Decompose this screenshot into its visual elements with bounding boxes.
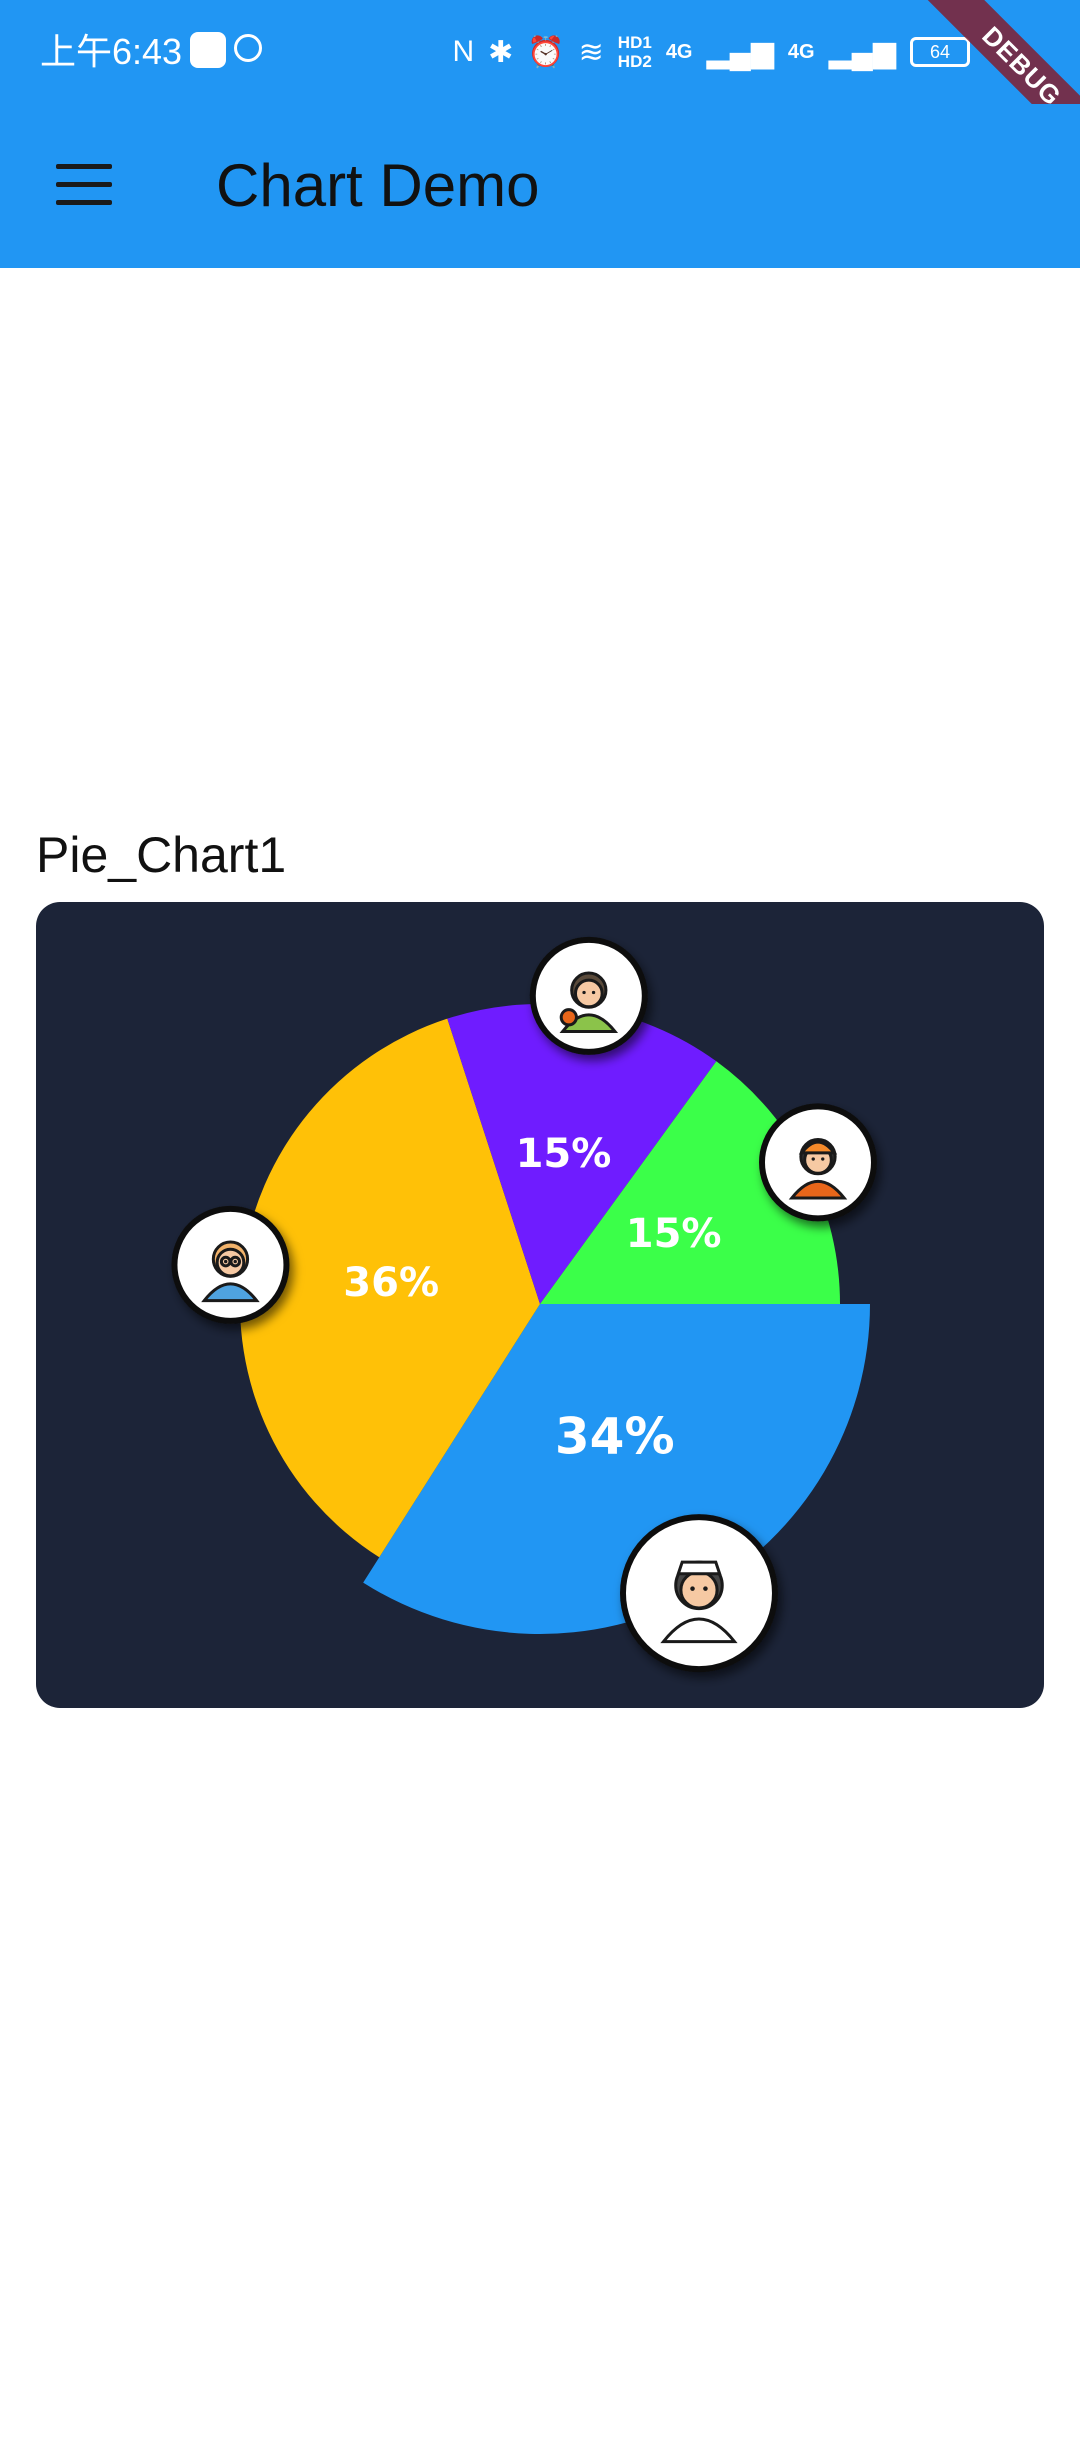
app-title: Chart Demo (216, 152, 540, 219)
status-bar: 上午6:43 Ν ✱ ⏰ ≋ HD1 HD2 4G ▂▄▆ 4G ▂▄▆ 64 (0, 0, 1080, 104)
signal-icon: ▂▄▆ (706, 35, 774, 69)
status-icons: Ν ✱ ⏰ ≋ HD1 HD2 4G ▂▄▆ 4G ▂▄▆ 64 (452, 24, 970, 80)
nfc-icon: Ν (452, 35, 475, 68)
pie-slice-3[interactable] (447, 1004, 717, 1304)
pie-slice-label-4: 15% (626, 1211, 722, 1257)
network-type-2: 4G (787, 40, 815, 63)
app-notification-icon (234, 34, 262, 62)
chart-title: Pie_Chart1 (36, 827, 287, 883)
pie-slice-label-2: 36% (343, 1260, 439, 1306)
pie-slice-label-1: 34% (555, 1407, 675, 1465)
hd-indicator: HD1 HD2 (618, 33, 652, 71)
notification-icon (190, 32, 226, 68)
network-type-1: 4G (665, 40, 693, 63)
wifi-icon: ≋ (578, 35, 604, 69)
alarm-icon: ⏰ (527, 35, 565, 69)
bluetooth-icon: ✱ (488, 35, 514, 69)
chart-card: 34% 36% 15% 15% (36, 902, 1044, 1708)
worker-icon (758, 1103, 877, 1222)
menu-icon[interactable] (56, 164, 112, 206)
signal-icon-2: ▂▄▆ (828, 35, 896, 69)
hd-top: HD1 (617, 33, 652, 52)
hd-bottom: HD2 (617, 52, 652, 71)
athlete-icon (529, 936, 648, 1055)
teacher-icon (171, 1205, 290, 1324)
pie-slice-4[interactable] (540, 1061, 840, 1304)
doctor-icon (619, 1514, 778, 1673)
app-bar: Chart Demo (0, 104, 1080, 268)
pie-slice-label-3: 15% (516, 1131, 612, 1177)
battery-icon: 64 (910, 37, 970, 67)
pie-slice-2[interactable] (239, 1018, 540, 1558)
status-time: 上午6:43 (40, 31, 183, 72)
pie-chart: 34% 36% 15% 15% (171, 936, 877, 1673)
